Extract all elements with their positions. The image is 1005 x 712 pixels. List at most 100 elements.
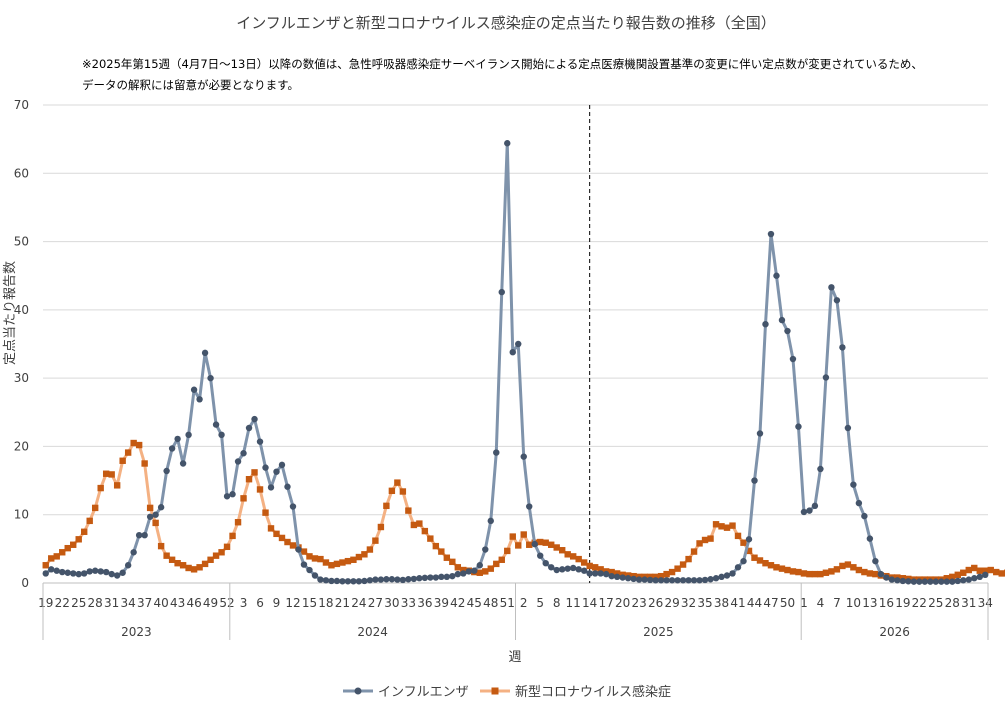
data-point xyxy=(438,548,445,555)
legend-item-influenza: インフルエンザ xyxy=(343,685,469,700)
data-point xyxy=(278,534,286,542)
data-point xyxy=(960,577,967,584)
data-point xyxy=(53,553,60,560)
data-point xyxy=(377,523,385,531)
data-point xyxy=(866,570,874,577)
data-point xyxy=(130,549,137,556)
data-point xyxy=(729,570,736,577)
data-point xyxy=(163,467,170,475)
data-point xyxy=(872,570,879,578)
data-point xyxy=(844,424,852,432)
data-point xyxy=(564,551,571,558)
data-point xyxy=(377,576,385,583)
data-point xyxy=(152,511,159,518)
data-point xyxy=(75,570,82,578)
data-point xyxy=(553,544,560,551)
data-point xyxy=(328,577,335,585)
data-point xyxy=(679,577,687,584)
x-tick-label: 7 xyxy=(833,596,841,610)
y-tick-label: 10 xyxy=(14,508,29,522)
data-point xyxy=(108,570,115,578)
data-point xyxy=(102,568,110,576)
x-tick-label: 22 xyxy=(55,596,70,610)
data-point xyxy=(372,537,379,544)
x-tick-label: 39 xyxy=(434,596,449,610)
y-tick-label: 0 xyxy=(21,576,29,590)
data-point xyxy=(86,568,93,575)
data-point xyxy=(509,348,516,356)
data-point xyxy=(586,570,593,577)
data-point xyxy=(493,449,500,456)
data-point xyxy=(273,468,280,475)
x-tick-label: 18 xyxy=(318,596,333,610)
data-point xyxy=(223,493,231,500)
data-point xyxy=(784,566,791,574)
data-point xyxy=(97,568,104,575)
data-point xyxy=(388,576,396,583)
data-point xyxy=(982,567,989,574)
x-tick-label: 25 xyxy=(71,596,86,610)
data-point xyxy=(223,543,231,551)
data-point xyxy=(580,559,588,566)
legend-label-covid: 新型コロナウイルス感染症 xyxy=(515,684,671,700)
data-point xyxy=(262,509,269,516)
data-point xyxy=(921,578,929,585)
data-point xyxy=(229,491,236,498)
x-tick-label: 25 xyxy=(928,596,943,610)
data-point xyxy=(322,577,330,584)
data-point xyxy=(965,566,972,574)
data-point xyxy=(504,140,511,147)
data-point xyxy=(520,453,527,460)
data-point xyxy=(553,566,560,574)
x-tick-label: 32 xyxy=(681,596,696,610)
series-0 xyxy=(42,140,989,585)
data-point xyxy=(267,525,275,532)
data-point xyxy=(64,569,71,576)
data-point xyxy=(410,575,418,583)
x-tick-label: 16 xyxy=(879,596,894,610)
data-point xyxy=(789,568,797,575)
x-tick-label: 12 xyxy=(285,596,300,610)
data-point xyxy=(339,578,346,585)
data-point xyxy=(679,561,687,568)
data-point xyxy=(383,502,390,510)
data-point xyxy=(218,549,225,556)
data-point xyxy=(174,435,181,443)
data-point xyxy=(70,570,77,577)
data-point xyxy=(877,570,885,578)
data-point xyxy=(234,458,242,465)
data-point xyxy=(828,568,835,575)
data-point xyxy=(251,415,258,423)
data-point xyxy=(245,476,253,483)
data-point xyxy=(383,576,390,583)
data-point xyxy=(833,297,841,304)
data-point xyxy=(624,575,632,582)
data-point xyxy=(734,532,742,540)
data-point xyxy=(916,578,923,585)
data-point xyxy=(190,566,198,573)
data-point xyxy=(883,574,890,581)
x-tick-label: 6 xyxy=(256,596,264,610)
data-point xyxy=(504,547,511,555)
data-point xyxy=(124,449,132,456)
data-point xyxy=(515,340,522,348)
data-point xyxy=(366,546,374,553)
x-tick-label: 50 xyxy=(780,596,795,610)
x-tick-label: 38 xyxy=(714,596,729,610)
data-point xyxy=(712,575,720,582)
data-point xyxy=(113,482,121,489)
data-point xyxy=(388,487,396,495)
data-point xyxy=(498,288,505,296)
data-point xyxy=(652,573,659,581)
data-point xyxy=(707,576,714,583)
data-point xyxy=(954,571,961,579)
data-point xyxy=(828,284,835,291)
data-point xyxy=(350,578,357,585)
data-point xyxy=(487,517,494,525)
data-point xyxy=(229,532,236,540)
data-point xyxy=(690,577,698,584)
data-point xyxy=(971,575,978,582)
data-point xyxy=(432,574,440,581)
data-point xyxy=(416,575,423,582)
legend-item-covid: 新型コロナウイルス感染症 xyxy=(480,684,671,700)
